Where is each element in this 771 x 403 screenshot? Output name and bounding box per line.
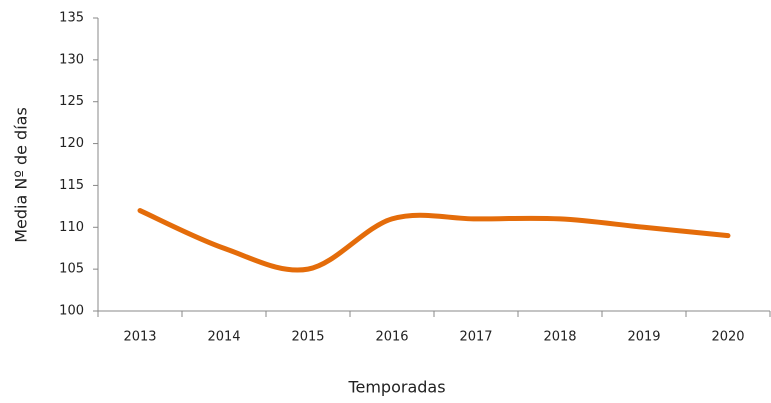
y-tick-label: 130 xyxy=(59,52,84,67)
y-axis-label: Media Nº de días xyxy=(12,107,31,243)
x-tick-label: 2019 xyxy=(627,330,660,345)
x-tick-label: 2020 xyxy=(711,330,744,345)
x-tick-label: 2014 xyxy=(207,330,240,345)
x-tick-label: 2017 xyxy=(459,330,492,345)
line xyxy=(137,208,731,273)
y-tick-label: 135 xyxy=(59,11,84,26)
x-tick-label: 2016 xyxy=(375,330,408,345)
y-tick-label: 110 xyxy=(59,220,84,235)
y-tick-label: 105 xyxy=(59,262,84,277)
x-tick-label: 2015 xyxy=(291,330,324,345)
x-tick-label: 2013 xyxy=(123,330,156,345)
y-tick-label: 120 xyxy=(59,136,84,151)
y-tick-label: 100 xyxy=(59,304,84,319)
y-tick-label: 125 xyxy=(59,94,84,109)
y-tick-label: 115 xyxy=(59,178,84,193)
x-tick-label: 2018 xyxy=(543,330,576,345)
x-axis-label: Temporadas xyxy=(347,378,445,397)
